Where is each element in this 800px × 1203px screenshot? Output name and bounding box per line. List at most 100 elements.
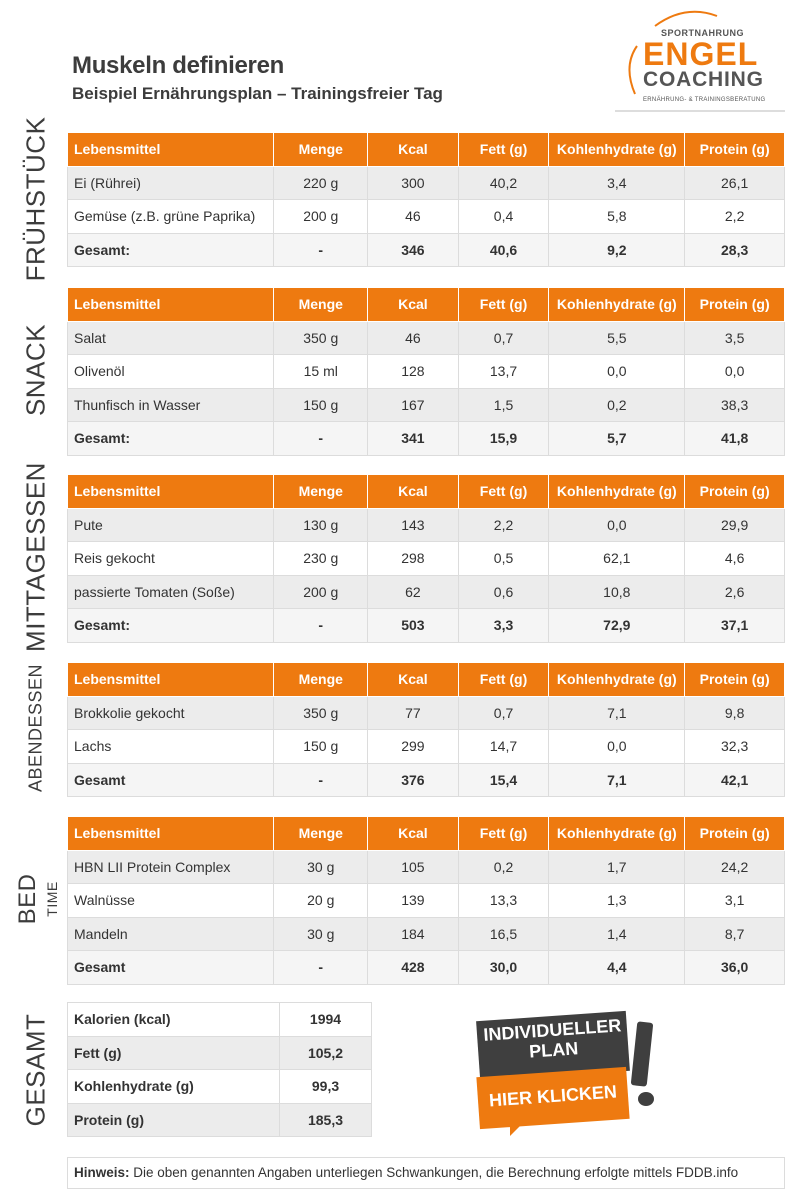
section-label-time: TIME	[44, 881, 60, 917]
table-cell: Brokkolie gekocht	[66, 695, 275, 730]
column-header: Protein (g)	[684, 816, 785, 851]
column-header: Kohlenhydrate (g)	[548, 662, 686, 697]
table-cell: 62	[367, 574, 459, 609]
column-header: Fett (g)	[457, 662, 550, 697]
table-cell: 200 g	[273, 574, 369, 609]
totals-value: 185,3	[279, 1102, 372, 1137]
table-row: Thunfisch in Wasser 150 g 167 1,5 0,2 38,3	[66, 387, 785, 422]
column-header: Kohlenhydrate (g)	[548, 474, 686, 509]
table-cell: 150 g	[273, 729, 369, 764]
column-header: Kcal	[367, 474, 459, 509]
table-cell: 350 g	[273, 695, 369, 730]
total-cell: -	[273, 762, 369, 797]
table-cell: 24,2	[684, 849, 785, 884]
table-header-row: Lebensmittel Menge Kcal Fett (g) Kohlenhydra…	[66, 816, 785, 851]
column-header: Kcal	[367, 662, 459, 697]
total-cell: 7,1	[548, 762, 686, 797]
table-cell: 0,0	[548, 354, 686, 389]
table-row: Salat 350 g 46 0,7 5,5 3,5	[66, 320, 785, 355]
section-label-bed: BED	[14, 873, 41, 925]
section-label-gesamt: GESAMT	[20, 1013, 51, 1127]
table-cell: 29,9	[684, 507, 785, 542]
table-cell: Thunfisch in Wasser	[66, 387, 275, 422]
total-cell: -	[273, 421, 369, 456]
totals-label: Protein (g)	[67, 1102, 280, 1137]
table-total-row: Gesamt: -346 40,6 9,2 28,3	[66, 232, 785, 267]
table-cell: 13,3	[457, 883, 550, 918]
column-header: Protein (g)	[684, 662, 785, 697]
section-label-abendessen: ABENDESSEN	[25, 663, 46, 793]
brand-logo[interactable]: SPORTNAHRUNG ENGEL COACHING ERNÄHRUNG- &…	[615, 6, 785, 110]
total-cell: Gesamt:	[66, 608, 275, 643]
table-cell: 167	[367, 387, 459, 422]
individual-plan-button[interactable]: INDIVIDUELLER PLAN HIER KLICKEN	[470, 1010, 670, 1140]
logo-line-4: ERNÄHRUNG- & TRAININGSBERATUNG	[643, 97, 766, 103]
column-header: Lebensmittel	[66, 287, 275, 322]
column-header: Menge	[273, 816, 369, 851]
table-cell: 30 g	[273, 916, 369, 951]
totals-row: Kalorien (kcal) 1994	[67, 1002, 372, 1037]
table-cell: 2,6	[684, 574, 785, 609]
table-cell: Walnüsse	[66, 883, 275, 918]
table-cell: 0,5	[457, 541, 550, 576]
column-header: Lebensmittel	[66, 816, 275, 851]
table-cell: Reis gekocht	[66, 541, 275, 576]
note-label: Hinweis:	[74, 1165, 130, 1180]
table-row: Pute 130 g 143 2,2 0,0 29,9	[66, 507, 785, 542]
table-cell: 62,1	[548, 541, 686, 576]
table-cell: 2,2	[457, 507, 550, 542]
table-cell: 8,7	[684, 916, 785, 951]
totals-table: Kalorien (kcal) 1994 Fett (g) 105,2 Kohlenhy…	[67, 1002, 372, 1137]
table-row: Gemüse (z.B. grüne Paprika) 200 g 46 0,4 5,8…	[66, 199, 785, 234]
table-cell: 0,4	[457, 199, 550, 234]
total-cell: 3,3	[457, 608, 550, 643]
table-cell: 40,2	[457, 165, 550, 200]
table-cell: 15 ml	[273, 354, 369, 389]
table-row: Ei (Rührei) 220 g 300 40,2 3,4 26,1	[66, 165, 785, 200]
total-cell: 15,4	[457, 762, 550, 797]
table-cell: 130 g	[273, 507, 369, 542]
table-cell: 220 g	[273, 165, 369, 200]
table-cell: 299	[367, 729, 459, 764]
logo-divider	[615, 110, 785, 112]
total-cell: Gesamt	[66, 950, 275, 985]
total-cell: -	[273, 608, 369, 643]
table-cell: 77	[367, 695, 459, 730]
total-cell: 72,9	[548, 608, 686, 643]
logo-line-2: ENGEL	[643, 36, 759, 72]
table-cell: 139	[367, 883, 459, 918]
table-cell: 1,4	[548, 916, 686, 951]
table-row: Brokkolie gekocht 350 g 77 0,7 7,1 9,8	[66, 695, 785, 730]
logo-line-1: SPORTNAHRUNG	[661, 28, 745, 38]
table-cell: 5,5	[548, 320, 686, 355]
table-header-row: Lebensmittel Menge Kcal Fett (g) Kohlenhydra…	[66, 474, 785, 509]
table-header-row: Lebensmittel Menge Kcal Fett (g) Kohlenhydra…	[66, 662, 785, 697]
table-cell: Mandeln	[66, 916, 275, 951]
table-total-row: Gesamt -376 15,4 7,1 42,1	[66, 762, 785, 797]
logo-line-3: COACHING	[643, 68, 764, 91]
total-cell: 30,0	[457, 950, 550, 985]
column-header: Kcal	[367, 816, 459, 851]
table-cell: 38,3	[684, 387, 785, 422]
table-cell: 200 g	[273, 199, 369, 234]
column-header: Fett (g)	[457, 287, 550, 322]
table-cell: 1,7	[548, 849, 686, 884]
total-cell: 428	[367, 950, 459, 985]
table-row: Olivenöl 15 ml 128 13,7 0,0 0,0	[66, 354, 785, 389]
table-cell: Gemüse (z.B. grüne Paprika)	[66, 199, 275, 234]
table-cell: 0,2	[457, 849, 550, 884]
section-label-mittagessen: MITTAGESSEN	[20, 462, 51, 652]
table-cell: Lachs	[66, 729, 275, 764]
table-cell: 3,4	[548, 165, 686, 200]
meal-table-bedtime: Lebensmittel Menge Kcal Fett (g) Kohlenhydra…	[66, 816, 785, 985]
cta-speech-tail-2	[510, 1120, 526, 1136]
total-cell: -	[273, 950, 369, 985]
table-cell: 13,7	[457, 354, 550, 389]
total-cell: 503	[367, 608, 459, 643]
table-cell: 1,5	[457, 387, 550, 422]
note-text: Die oben genannten Angaben unterliegen S…	[129, 1165, 739, 1180]
totals-row: Protein (g) 185,3	[67, 1102, 372, 1137]
table-cell: 298	[367, 541, 459, 576]
meal-table-mittagessen: Lebensmittel Menge Kcal Fett (g) Kohlenhydra…	[66, 474, 785, 643]
total-cell: 346	[367, 232, 459, 267]
